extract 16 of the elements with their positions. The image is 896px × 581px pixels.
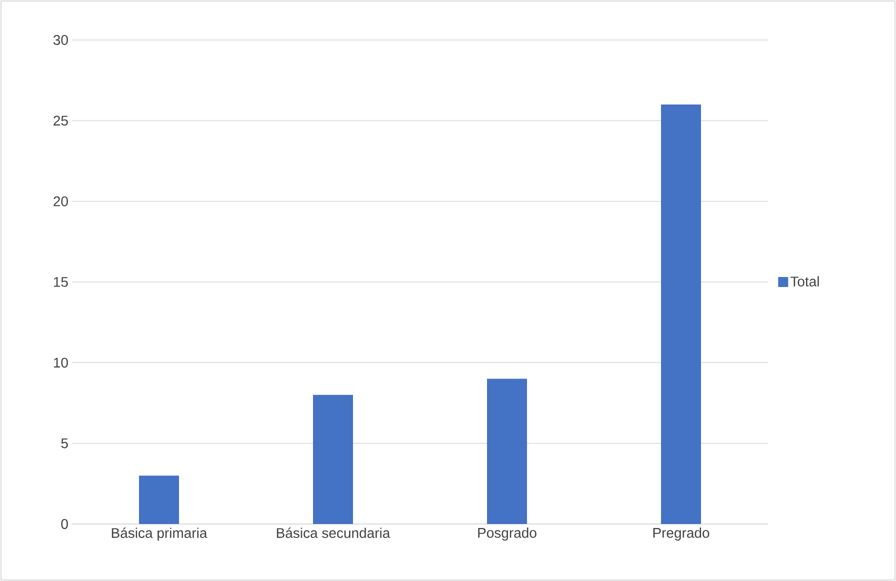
x-tick-label: Básica primaria — [112, 528, 208, 541]
y-tick-label: 30 — [53, 35, 68, 45]
bar — [661, 104, 702, 524]
x-tick-label: Posgrado — [478, 528, 536, 541]
legend-label: Total — [790, 276, 819, 286]
bar — [313, 394, 354, 524]
y-tick-label: 25 — [54, 116, 68, 126]
x-tick-label: Pregrado — [653, 528, 710, 541]
bar — [487, 378, 528, 524]
y-tick-label: 5 — [61, 438, 68, 448]
y-tick-label: 0 — [61, 519, 68, 529]
y-tick-label: 15 — [54, 277, 68, 287]
bar — [139, 476, 179, 524]
y-tick-label: 20 — [54, 196, 68, 206]
y-tick-label: 10 — [54, 358, 68, 368]
x-tick-label: Básica secundaria — [276, 528, 390, 538]
